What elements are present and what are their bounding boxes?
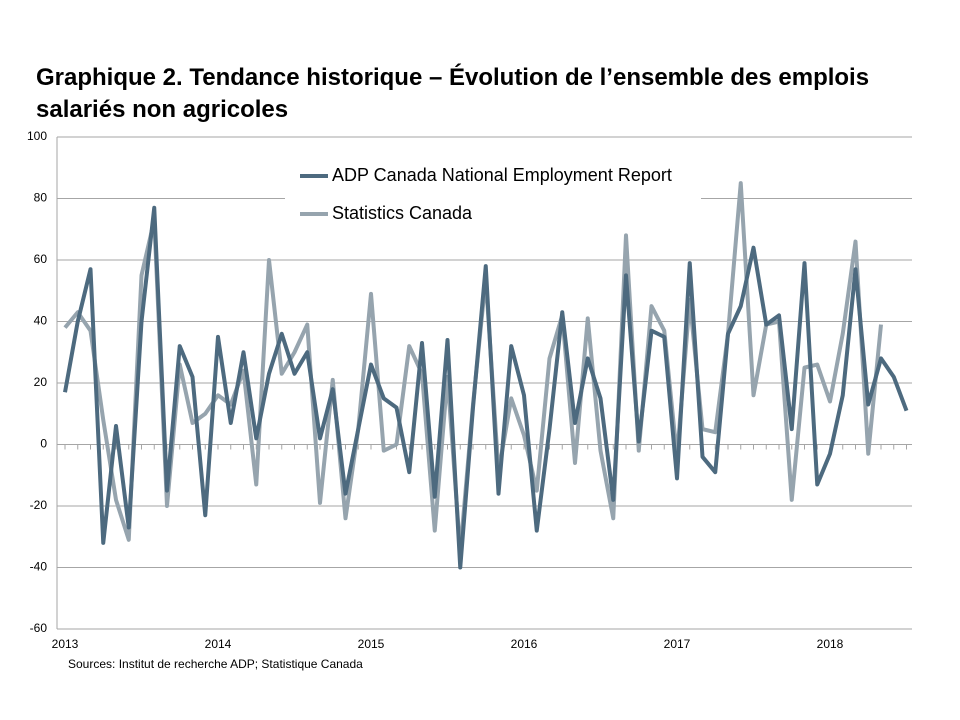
y-tick-label: -20: [30, 498, 48, 512]
x-tick-label: 2014: [205, 637, 232, 651]
y-tick-label: -60: [30, 621, 48, 635]
x-tick-label: 2013: [52, 637, 79, 651]
y-tick-label: 20: [34, 375, 48, 389]
x-tick-label: 2016: [511, 637, 538, 651]
chart-title: Graphique 2. Tendance historique – Évolu…: [36, 64, 870, 123]
y-tick-label: 80: [34, 191, 48, 205]
legend-label: Statistics Canada: [332, 203, 473, 223]
source-note: Sources: Institut de recherche ADP; Stat…: [68, 657, 363, 671]
x-tick-label: 2015: [358, 637, 385, 651]
x-tick-label: 2018: [817, 637, 844, 651]
y-tick-label: 100: [27, 129, 47, 143]
y-tick-label: 0: [40, 437, 47, 451]
legend-box: [285, 158, 701, 230]
legend-label: ADP Canada National Employment Report: [332, 165, 672, 185]
y-tick-label: 60: [34, 252, 48, 266]
y-tick-label: 40: [34, 314, 48, 328]
x-tick-label: 2017: [664, 637, 691, 651]
series-line: [63, 205, 909, 570]
y-tick-label: -40: [30, 560, 48, 574]
